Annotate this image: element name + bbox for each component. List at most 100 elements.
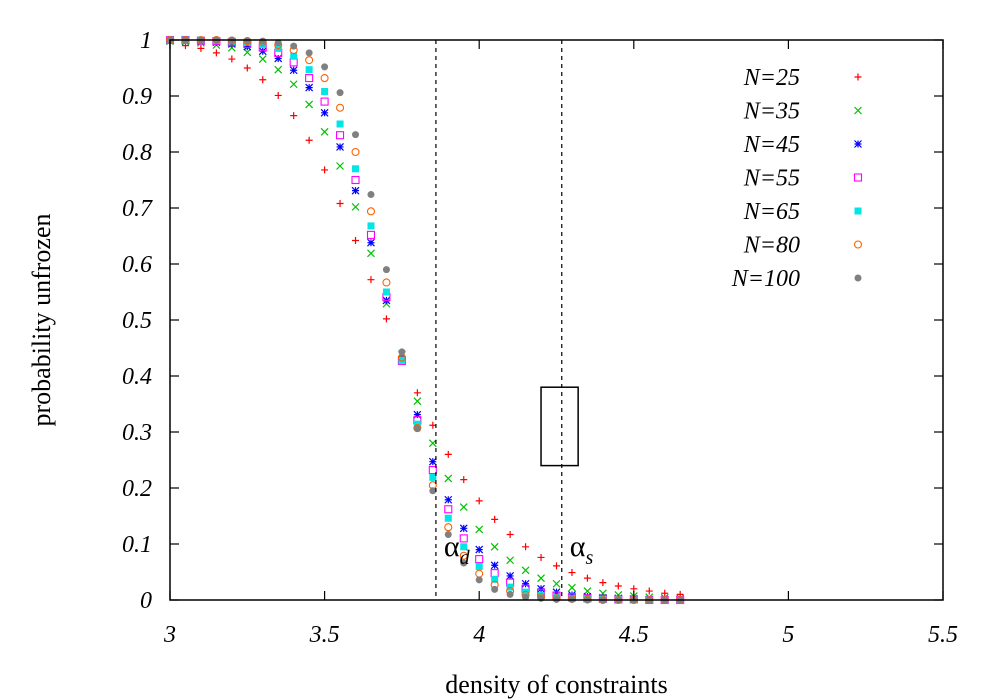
data-point xyxy=(506,530,514,538)
data-point xyxy=(305,56,314,65)
data-point xyxy=(352,236,360,244)
x-tick-label: 4.5 xyxy=(619,622,649,648)
x-tick-label: 3 xyxy=(163,622,176,648)
y-tick-label: 0.1 xyxy=(122,532,152,558)
data-point xyxy=(413,389,421,397)
legend-label: N=25 xyxy=(743,65,800,91)
data-point xyxy=(475,576,483,584)
data-point xyxy=(429,421,437,429)
data-point xyxy=(336,89,344,97)
data-point xyxy=(444,505,453,514)
data-point xyxy=(305,49,313,57)
data-point xyxy=(583,574,591,582)
data-point xyxy=(459,524,468,533)
legend-label: N=35 xyxy=(743,99,800,125)
data-point xyxy=(645,587,653,595)
data-point xyxy=(351,186,360,195)
data-point xyxy=(259,76,267,84)
data-point xyxy=(583,587,592,595)
legend-marker xyxy=(854,274,862,282)
data-point xyxy=(398,348,406,356)
data-point xyxy=(320,97,329,106)
axes: 3 3.5 4 4.5 5 5.5 0 0.1 0.2 0.3 0.4 0.5 0.6 0.7 0.8 0.9… xyxy=(122,28,958,648)
data-point xyxy=(336,200,344,208)
data-point xyxy=(351,175,360,185)
data-point xyxy=(351,147,360,157)
data-point xyxy=(444,450,452,458)
data-point xyxy=(321,63,329,71)
y-tick-label: 0.5 xyxy=(122,308,152,334)
data-point xyxy=(305,83,314,92)
data-point xyxy=(444,474,453,483)
data-point xyxy=(490,569,499,578)
data-point xyxy=(475,497,483,505)
data-point xyxy=(537,553,545,561)
data-point xyxy=(367,249,375,258)
data-point xyxy=(352,131,360,139)
y-tick-label: 0.4 xyxy=(122,364,152,390)
data-point xyxy=(475,545,484,554)
y-tick-label: 0.8 xyxy=(122,140,152,166)
data-point xyxy=(366,207,376,216)
data-point xyxy=(475,562,483,570)
threshold-label-symbol: α xyxy=(444,530,460,563)
data-point xyxy=(336,120,344,128)
y-tick-label: 1 xyxy=(140,28,152,54)
data-point xyxy=(352,165,360,173)
series-n-55 xyxy=(165,35,685,605)
x-tick-label: 5 xyxy=(782,622,794,648)
data-point xyxy=(459,503,468,511)
threshold-label-subscript: d xyxy=(460,547,471,569)
data-point xyxy=(243,42,252,51)
data-point xyxy=(537,594,545,602)
data-point xyxy=(321,166,329,174)
data-point xyxy=(305,74,314,83)
y-tick-label: 0.6 xyxy=(122,252,152,278)
legend: N=25 N=35 N=45 N=55 N=65 N=80 N=100 xyxy=(731,65,863,292)
data-point xyxy=(351,202,360,211)
legend-label: N=45 xyxy=(743,132,800,158)
data-point xyxy=(444,523,453,532)
y-axis-label: probability unfrozen xyxy=(27,214,56,427)
legend-label: N=65 xyxy=(743,199,800,225)
data-point xyxy=(320,108,329,117)
data-point xyxy=(490,561,499,570)
data-point xyxy=(459,551,468,560)
plot-area xyxy=(165,35,685,605)
data-point xyxy=(290,112,298,120)
data-point xyxy=(413,425,421,433)
data-point xyxy=(491,575,499,583)
data-point xyxy=(428,466,437,475)
legend-marker xyxy=(854,207,862,215)
data-point xyxy=(521,579,530,588)
data-point xyxy=(413,410,422,419)
data-point xyxy=(413,397,422,406)
data-point xyxy=(490,542,499,551)
data-point xyxy=(491,515,499,523)
legend-label: N=100 xyxy=(731,266,800,292)
data-point xyxy=(367,222,375,230)
data-point xyxy=(289,58,298,67)
y-tick-label: 0.3 xyxy=(122,420,152,446)
data-point xyxy=(367,276,375,284)
data-point xyxy=(460,543,468,551)
data-point xyxy=(336,143,344,151)
data-point xyxy=(382,288,390,296)
data-point xyxy=(305,66,313,74)
data-point xyxy=(243,48,252,57)
data-point xyxy=(382,278,391,287)
threshold-label: αd xyxy=(444,530,471,569)
threshold-label-symbol: α xyxy=(570,530,586,563)
data-point xyxy=(367,238,375,247)
data-point xyxy=(367,191,375,199)
data-point xyxy=(537,574,545,583)
data-point xyxy=(212,49,220,57)
legend-marker xyxy=(853,173,863,182)
data-point xyxy=(428,439,437,448)
data-point xyxy=(444,514,452,522)
data-point xyxy=(274,91,282,99)
legend-label: N=55 xyxy=(743,166,800,192)
data-point xyxy=(305,100,314,109)
x-tick-label: 3.5 xyxy=(309,622,340,648)
data-point xyxy=(552,579,561,588)
